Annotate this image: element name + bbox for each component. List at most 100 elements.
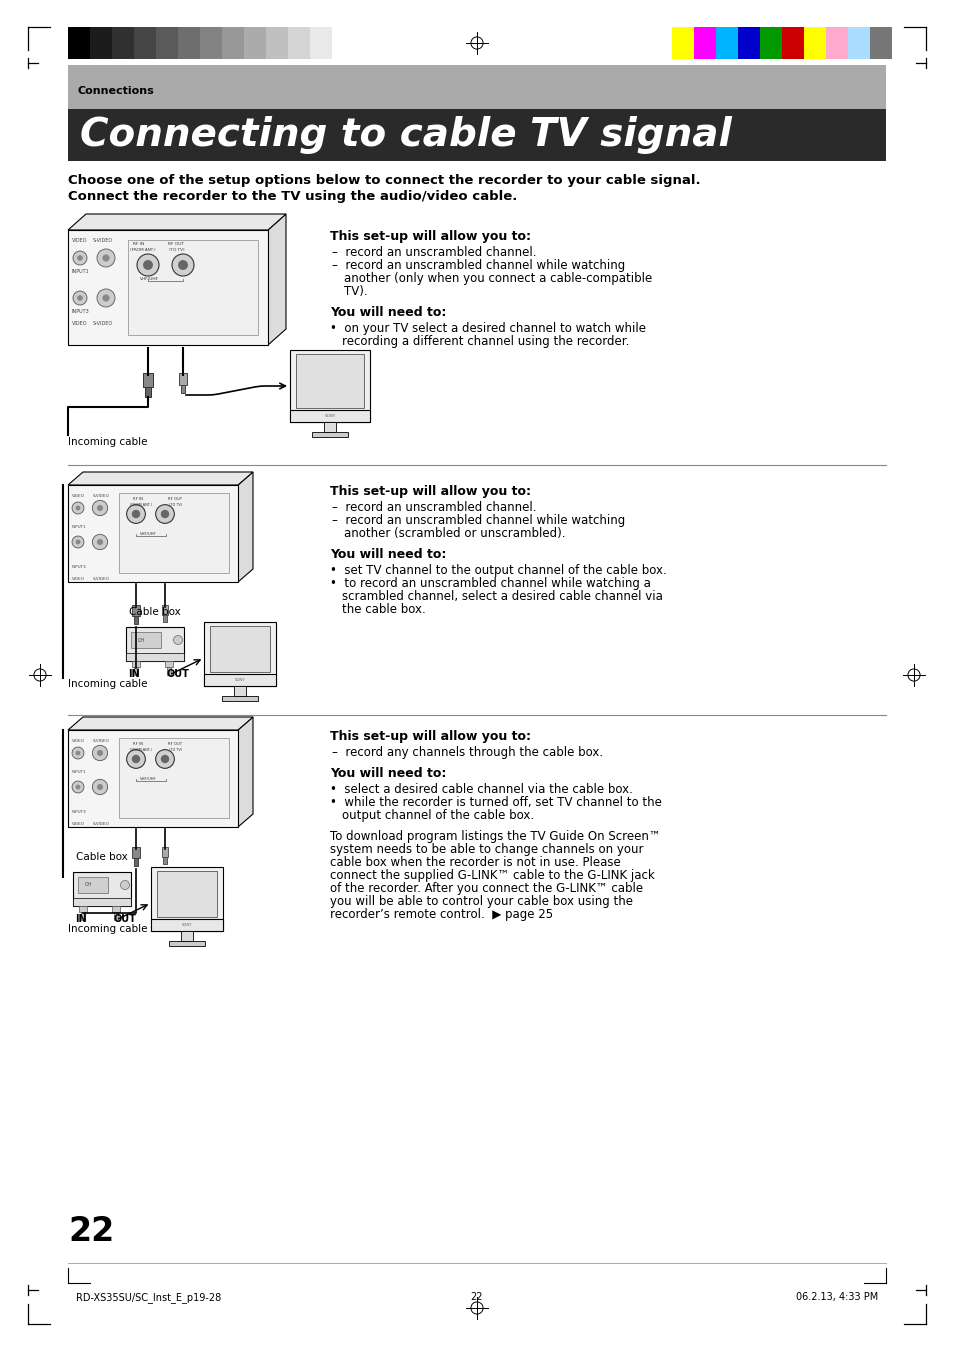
Bar	[204, 674, 275, 686]
Text: VHF/UHF: VHF/UHF	[140, 532, 156, 536]
Text: (FROM ANT.): (FROM ANT.)	[130, 503, 152, 507]
Text: system needs to be able to change channels on your: system needs to be able to change channe…	[330, 843, 643, 857]
Text: output channel of the cable box.: output channel of the cable box.	[341, 809, 534, 821]
Circle shape	[137, 254, 159, 276]
Bar	[288, 27, 310, 59]
Bar	[162, 847, 168, 857]
Circle shape	[72, 503, 84, 513]
Bar	[290, 409, 370, 422]
Circle shape	[178, 259, 188, 270]
Circle shape	[97, 289, 115, 307]
Bar	[204, 621, 275, 686]
Bar	[200, 27, 222, 59]
Circle shape	[75, 539, 80, 544]
Polygon shape	[68, 717, 253, 730]
Bar	[128, 240, 257, 335]
Text: S-VIDEO: S-VIDEO	[92, 821, 110, 825]
Text: another (scrambled or unscrambled).: another (scrambled or unscrambled).	[344, 527, 565, 540]
Polygon shape	[68, 471, 253, 485]
Circle shape	[77, 296, 83, 301]
Bar	[671, 27, 693, 59]
Text: –  record an unscrambled channel.: – record an unscrambled channel.	[332, 501, 536, 513]
Text: recorder’s remote control.  ▶ page 25: recorder’s remote control. ▶ page 25	[330, 908, 553, 921]
Text: Cable box: Cable box	[129, 607, 181, 617]
Bar	[781, 27, 803, 59]
Text: CH: CH	[138, 638, 145, 643]
Bar	[760, 27, 781, 59]
Bar	[157, 871, 216, 917]
Polygon shape	[268, 213, 286, 345]
Circle shape	[172, 254, 193, 276]
Circle shape	[92, 500, 108, 516]
Circle shape	[92, 780, 108, 794]
Bar	[233, 686, 246, 696]
Text: INPUT3: INPUT3	[71, 309, 90, 313]
Text: –  record an unscrambled channel while watching: – record an unscrambled channel while wa…	[332, 259, 624, 272]
Bar	[163, 615, 167, 621]
Circle shape	[132, 755, 140, 763]
Bar	[151, 919, 223, 931]
Text: TV).: TV).	[344, 285, 367, 299]
Text: This set-up will allow you to:: This set-up will allow you to:	[330, 730, 531, 743]
Bar	[132, 605, 140, 616]
Bar	[68, 485, 237, 582]
Text: (TO TV): (TO TV)	[169, 503, 182, 507]
Bar	[90, 27, 112, 59]
Text: •  to record an unscrambled channel while watching a: • to record an unscrambled channel while…	[330, 577, 650, 590]
Bar	[244, 27, 266, 59]
Bar	[126, 627, 184, 661]
Circle shape	[127, 505, 145, 523]
Text: connect the supplied G-LINK™ cable to the G-LINK jack: connect the supplied G-LINK™ cable to th…	[330, 869, 654, 882]
Text: IN: IN	[128, 669, 139, 680]
Text: 22: 22	[68, 1215, 114, 1248]
Bar	[79, 907, 87, 912]
Text: SONY: SONY	[181, 923, 193, 927]
Circle shape	[75, 751, 80, 755]
Circle shape	[155, 750, 174, 769]
Circle shape	[72, 747, 84, 759]
Text: recording a different channel using the recorder.: recording a different channel using the …	[341, 335, 629, 349]
Circle shape	[97, 784, 103, 790]
Text: VIDEO: VIDEO	[71, 238, 88, 243]
Text: •  select a desired cable channel via the cable box.: • select a desired cable channel via the…	[330, 784, 632, 796]
Text: VHF/UHF: VHF/UHF	[140, 277, 159, 281]
Bar	[210, 626, 270, 671]
Bar	[693, 27, 716, 59]
Circle shape	[73, 290, 87, 305]
Bar	[73, 871, 131, 907]
Bar	[133, 858, 138, 866]
Text: VIDEO: VIDEO	[71, 494, 85, 499]
Text: VIDEO: VIDEO	[71, 322, 88, 326]
Text: of the recorder. After you connect the G-LINK™ cable: of the recorder. After you connect the G…	[330, 882, 642, 894]
Text: INPUT1: INPUT1	[71, 526, 87, 530]
Circle shape	[97, 505, 103, 511]
Bar	[716, 27, 738, 59]
Circle shape	[173, 635, 182, 644]
Circle shape	[127, 750, 145, 769]
Text: •  while the recorder is turned off, set TV channel to the: • while the recorder is turned off, set …	[330, 796, 661, 809]
Bar	[162, 605, 168, 615]
Bar	[181, 385, 185, 393]
Bar	[145, 386, 151, 397]
Text: You will need to:: You will need to:	[330, 549, 446, 561]
Text: This set-up will allow you to:: This set-up will allow you to:	[330, 230, 531, 243]
Text: RF IN: RF IN	[132, 497, 143, 501]
Text: RF OUT: RF OUT	[168, 497, 182, 501]
Text: S-VIDEO: S-VIDEO	[92, 238, 113, 243]
Text: (FROM ANT.): (FROM ANT.)	[130, 249, 155, 253]
Bar	[112, 907, 120, 912]
Text: •  on your TV select a desired channel to watch while: • on your TV select a desired channel to…	[330, 322, 645, 335]
Bar	[156, 27, 178, 59]
Text: IN: IN	[75, 915, 87, 924]
Circle shape	[132, 509, 140, 519]
Bar	[169, 942, 205, 946]
Bar	[78, 877, 108, 893]
Circle shape	[92, 746, 108, 761]
Text: Cable box: Cable box	[76, 852, 128, 862]
Circle shape	[72, 536, 84, 549]
Text: scrambled channel, select a desired cable channel via: scrambled channel, select a desired cabl…	[341, 590, 662, 603]
Text: 06.2.13, 4:33 PM: 06.2.13, 4:33 PM	[795, 1292, 877, 1302]
Text: S-VIDEO: S-VIDEO	[92, 739, 110, 743]
Circle shape	[77, 255, 83, 261]
Text: (TO TV): (TO TV)	[169, 748, 182, 753]
